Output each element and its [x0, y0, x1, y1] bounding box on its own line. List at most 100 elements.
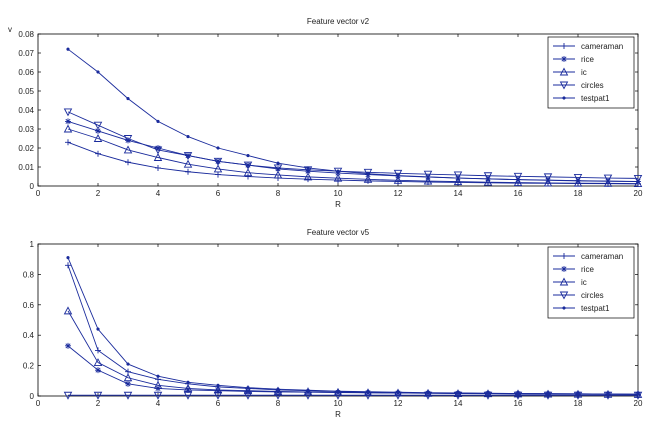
- chart-1-point-circles: [213, 157, 223, 166]
- chart-2-point-testpat1: [426, 391, 430, 395]
- chart-2-xtick-label: 20: [634, 399, 643, 408]
- chart-2-point-ic: [273, 386, 283, 395]
- chart-1-point-ic: [93, 134, 103, 142]
- chart-1-point-cameraman: [185, 168, 191, 175]
- chart-1-xtick-label: 18: [574, 189, 583, 198]
- chart-1-point-cameraman: [155, 164, 161, 171]
- chart-1-point-circles: [543, 173, 553, 182]
- chart-1-point-testpat1: [546, 178, 550, 182]
- chart-2-point-ic: [63, 306, 73, 315]
- chart-1-point-ic: [273, 170, 283, 179]
- chart-1-xtick-label: 8: [276, 189, 281, 198]
- chart-1-series-ic: [63, 124, 643, 187]
- chart-2-point-testpat1: [606, 392, 610, 396]
- chart-1-xtick-label: 6: [216, 189, 221, 198]
- chart-1-legend-label: testpat1: [581, 94, 610, 103]
- chart-1-point-ic: [603, 178, 613, 187]
- chart-1-point-cameraman: [245, 173, 251, 180]
- chart-2-ytick-label: 0.6: [23, 301, 35, 310]
- chart-2-point-testpat1: [96, 327, 100, 331]
- chart-2-xtick-label: 16: [514, 399, 523, 408]
- chart-1-point-ic: [63, 124, 73, 133]
- chart-2-title: Feature vector v5: [307, 228, 370, 237]
- chart-1-point-circles: [423, 170, 433, 179]
- chart-2-point-testpat1: [126, 362, 130, 366]
- chart-1-ytick-label: 0.02: [18, 144, 34, 153]
- chart-1-point-ic: [153, 153, 163, 161]
- chart-1-point-testpat1: [66, 47, 70, 51]
- chart-1-ytick-label: 0.05: [18, 87, 34, 96]
- chart-2-point-circles: [183, 391, 193, 400]
- chart-2-point-circles: [123, 391, 133, 400]
- chart-1-point-testpat1: [516, 178, 520, 182]
- chart-1-ytick-label: 0.03: [18, 125, 34, 134]
- chart-1-point-testpat1: [336, 169, 340, 173]
- chart-1-point-rice: [65, 118, 71, 125]
- chart-2-point-circles: [633, 391, 643, 400]
- chart-1-point-rice: [305, 168, 311, 175]
- chart-1-point-circles: [513, 172, 523, 181]
- chart-1-xtick-label: 0: [36, 189, 41, 198]
- chart-1-xtick-label: 16: [514, 189, 523, 198]
- chart-1-point-testpat1: [276, 161, 280, 165]
- chart-2-legend-item-rice: rice: [553, 265, 594, 274]
- chart-2-legend-item-ic: ic: [553, 277, 587, 287]
- chart-1-legend-marker: [561, 56, 567, 62]
- chart-2-legend-marker: [559, 291, 569, 300]
- chart-2-point-rice: [65, 342, 71, 349]
- chart-1-legend-item-ic: ic: [553, 67, 587, 77]
- chart-1-point-testpat1: [306, 166, 310, 170]
- chart-1-point-testpat1: [126, 96, 130, 101]
- chart-2-point-testpat1: [456, 391, 460, 395]
- chart-2-xtick-label: 8: [276, 399, 281, 408]
- chart-2-point-ic: [393, 388, 403, 397]
- chart-1-xlabel: R: [335, 200, 341, 209]
- chart-1-point-testpat1: [216, 146, 220, 150]
- chart-1-point-circles: [603, 174, 613, 183]
- chart-2-point-testpat1: [156, 374, 160, 378]
- chart-1-xtick-label: 10: [334, 189, 343, 198]
- chart-1-point-testpat1: [486, 177, 490, 181]
- chart-1-point-circles: [183, 152, 193, 161]
- chart-2-legend: cameraman rice ic circles testpat1: [547, 246, 635, 319]
- chart-2-point-circles: [303, 391, 313, 400]
- chart-1-ytick-label: 0.04: [18, 106, 34, 115]
- chart-1-point-testpat1: [636, 179, 640, 184]
- chart-2-ytick-label: 0.8: [23, 270, 35, 279]
- chart-1-point-ic: [513, 178, 523, 187]
- chart-1-point-cameraman: [125, 159, 131, 166]
- chart-1-point-circles: [453, 171, 463, 180]
- chart-1-legend-item-rice: rice: [553, 55, 594, 64]
- chart-2-point-ic: [183, 383, 193, 392]
- chart-1-ytick-label: 0.06: [18, 68, 34, 77]
- chart-2-point-rice: [185, 386, 191, 393]
- chart-2-point-circles: [213, 391, 223, 400]
- chart-1-xtick-label: 12: [394, 189, 403, 198]
- chart-1-point-ic: [123, 145, 133, 154]
- chart-1-legend-marker: [562, 96, 566, 100]
- chart-1-point-cameraman: [365, 177, 371, 184]
- chart-1-legend-marker: [559, 67, 569, 76]
- chart-1-point-rice: [275, 165, 281, 172]
- chart-1-title: Feature vector v2: [307, 17, 370, 26]
- chart-1-point-ic: [303, 172, 313, 181]
- chart-1-series-line-ic: [67, 128, 639, 184]
- chart-1-point-testpat1: [96, 70, 100, 74]
- chart-2-series-line-testpat1: [67, 257, 639, 395]
- chart-1-point-testpat1: [426, 175, 430, 179]
- chart-1-legend-item-testpat1: testpat1: [553, 94, 610, 103]
- chart-1-point-rice: [125, 137, 131, 144]
- chart-1-point-ic: [213, 164, 223, 173]
- chart-1-point-ic: [333, 173, 343, 182]
- chart-2-legend-item-circles: circles: [553, 291, 604, 300]
- chart-1-legend-item-circles: circles: [553, 81, 604, 90]
- chart-1-point-testpat1: [246, 153, 250, 158]
- chart-2: Feature vector v5 0 2 4 6 8 10 12 14 16 18 20 0 0.2 0.…: [23, 228, 643, 419]
- chart-1-legend-label: ic: [581, 68, 587, 77]
- chart-1-xtick-label: 20: [634, 189, 643, 198]
- chart-2-legend-label: rice: [581, 265, 594, 274]
- chart-1-axes-box: [37, 33, 639, 187]
- chart-2-ytick-label: 1: [30, 240, 35, 249]
